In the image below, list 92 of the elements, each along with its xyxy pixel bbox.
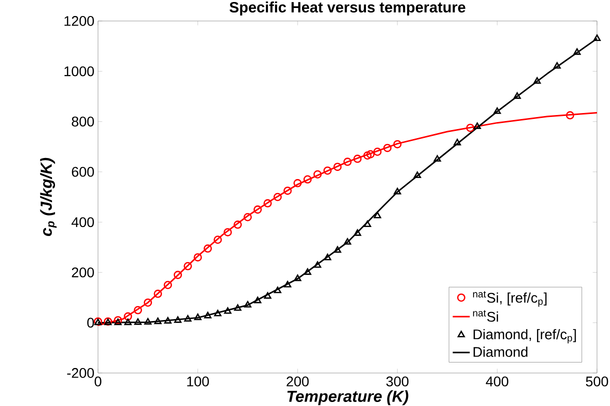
point xyxy=(566,111,574,120)
point xyxy=(224,307,232,314)
point xyxy=(234,304,242,311)
point xyxy=(343,158,352,166)
legend-label: Diamond xyxy=(474,346,528,357)
point xyxy=(194,253,202,262)
point xyxy=(313,170,322,179)
point xyxy=(344,238,352,245)
point xyxy=(364,220,372,228)
point xyxy=(204,244,212,253)
point xyxy=(174,270,182,280)
point xyxy=(264,292,272,299)
point xyxy=(114,316,122,324)
point xyxy=(154,290,162,298)
chart-title: Specific Heat versus temperature xyxy=(230,2,466,16)
point xyxy=(184,315,192,322)
point xyxy=(124,318,132,326)
point xyxy=(224,228,232,236)
point xyxy=(293,179,302,188)
point xyxy=(144,298,152,307)
y-tick-label: 600 xyxy=(72,166,94,177)
point xyxy=(393,140,402,148)
point xyxy=(254,296,262,304)
point xyxy=(214,310,222,316)
legend-label: $^{nat}$Si, [ref/c$_{p}$] xyxy=(473,291,547,307)
point xyxy=(164,280,172,290)
point xyxy=(494,107,501,114)
point xyxy=(274,192,282,202)
point xyxy=(334,246,342,253)
point xyxy=(274,286,282,294)
point xyxy=(324,254,332,260)
point xyxy=(414,171,422,178)
point xyxy=(474,122,481,129)
point xyxy=(164,317,172,324)
line-series xyxy=(98,112,598,326)
point xyxy=(204,312,212,318)
x-tick-label: 100 xyxy=(187,376,209,386)
y-tick-label: 1200 xyxy=(64,16,94,26)
point xyxy=(184,262,192,270)
point xyxy=(593,34,601,41)
y-axis-title: c$_{p}$ (J/kg/K) xyxy=(40,158,57,236)
y-tick-label: 800 xyxy=(72,116,94,127)
x-tick-label: 0 xyxy=(94,376,102,386)
point xyxy=(134,318,142,325)
point xyxy=(434,155,441,162)
point xyxy=(333,162,342,171)
point xyxy=(174,316,182,323)
legend-label: Diamond, [ref/c$_{p}$] xyxy=(474,329,576,344)
point xyxy=(234,220,242,229)
y-tick-label: 1000 xyxy=(64,66,94,76)
point xyxy=(134,306,142,314)
point xyxy=(264,199,272,208)
point xyxy=(144,318,152,325)
point xyxy=(466,124,474,132)
x-tick-label: 300 xyxy=(386,376,408,386)
legend-label: $^{nat}$Si xyxy=(473,310,498,322)
x-axis-title: Temperature (K) xyxy=(287,390,408,406)
point xyxy=(194,314,202,320)
point xyxy=(553,62,561,69)
y-tick-label: 0 xyxy=(87,318,94,328)
y-tick-label: 200 xyxy=(72,267,94,278)
point xyxy=(533,77,541,84)
point xyxy=(294,274,302,282)
point xyxy=(114,318,122,326)
point xyxy=(353,154,362,163)
point xyxy=(283,186,292,195)
point xyxy=(454,138,461,146)
point xyxy=(513,92,521,99)
point xyxy=(383,144,392,152)
point xyxy=(303,175,312,184)
point xyxy=(373,148,382,156)
y-tick-label: -200 xyxy=(67,368,94,378)
point xyxy=(154,318,162,324)
point xyxy=(363,151,372,160)
point xyxy=(284,280,292,288)
point xyxy=(394,188,402,194)
point xyxy=(214,236,222,244)
y-tick-label: 400 xyxy=(72,217,94,228)
point xyxy=(304,268,312,275)
point xyxy=(374,212,382,218)
point xyxy=(314,261,322,268)
point xyxy=(573,48,581,55)
x-tick-label: 200 xyxy=(286,376,309,386)
point xyxy=(366,150,375,158)
point xyxy=(124,312,132,321)
point xyxy=(244,212,252,222)
point xyxy=(254,205,262,214)
point xyxy=(323,166,332,175)
point xyxy=(244,300,252,308)
x-tick-label: 400 xyxy=(486,376,508,386)
point xyxy=(354,229,362,236)
x-tick-label: 500 xyxy=(586,376,608,386)
